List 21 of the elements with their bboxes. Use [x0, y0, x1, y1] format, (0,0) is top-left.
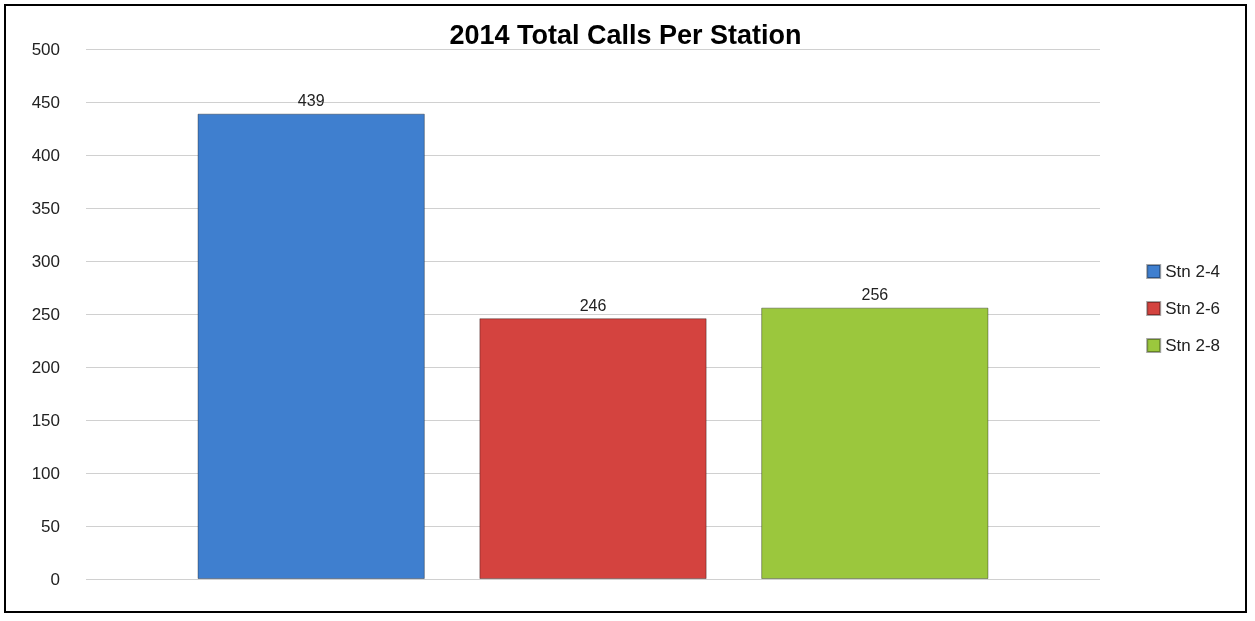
y-tick-label: 500 [31, 39, 60, 59]
data-label: 246 [579, 296, 607, 314]
legend-label: Stn 2-4 [1165, 262, 1220, 281]
legend-label: Stn 2-6 [1165, 299, 1220, 318]
y-tick-label: 300 [31, 251, 60, 271]
y-tick-label: 350 [31, 198, 60, 218]
y-tick-label: 150 [31, 410, 60, 430]
y-tick-label: 50 [41, 516, 60, 536]
y-tick-label: 200 [31, 357, 60, 377]
bar [761, 307, 989, 579]
legend-label: Stn 2-8 [1165, 336, 1220, 355]
y-tick-label: 100 [31, 463, 60, 483]
y-tick-label: 450 [31, 92, 60, 112]
chart-title: 2014 Total Calls Per Station [449, 19, 802, 50]
bar [197, 113, 425, 579]
y-tick-label: 400 [31, 145, 60, 165]
bar [479, 318, 707, 579]
y-tick-label: 250 [31, 304, 60, 324]
data-label: 256 [861, 286, 889, 304]
data-label: 439 [297, 92, 325, 110]
y-tick-label: 0 [50, 569, 60, 589]
